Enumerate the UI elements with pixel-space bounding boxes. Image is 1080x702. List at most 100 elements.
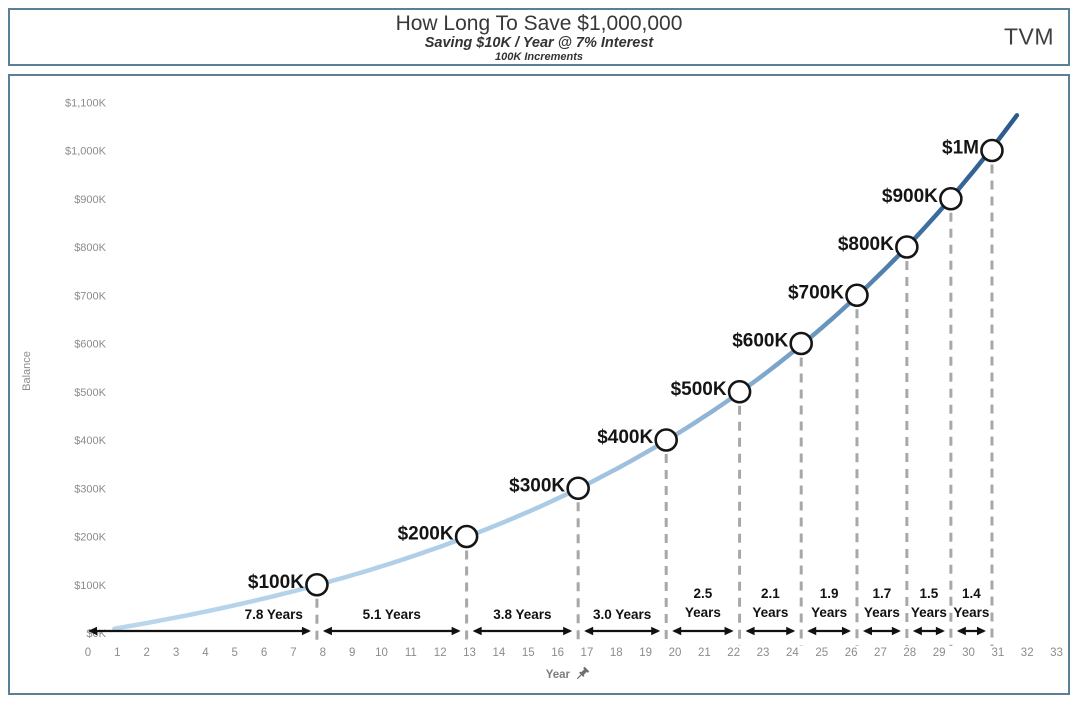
x-axis-tick-label: 23: [757, 647, 770, 659]
x-axis-tick-label: 4: [202, 647, 209, 659]
arrowhead-right: [891, 626, 901, 636]
x-axis-tick-label: 9: [349, 647, 355, 659]
milestone-marker[interactable]: [654, 428, 678, 452]
milestone-marker[interactable]: [566, 476, 590, 501]
x-axis-tick-label: 21: [698, 647, 711, 659]
x-axis-tick-label: 8: [320, 647, 326, 659]
arrowhead-left: [912, 626, 922, 636]
milestone-label: $900K: [882, 186, 938, 207]
arrowhead-right: [451, 626, 461, 636]
x-axis-tick-label: 32: [1021, 647, 1034, 659]
x-axis-tick-label: 15: [522, 647, 535, 659]
x-axis-tick-label: 3: [173, 647, 179, 659]
x-axis-tick-label: 0: [85, 647, 91, 659]
interval-label: 3.0 Years: [593, 607, 651, 622]
y-axis-tick-label: $400K: [74, 435, 106, 447]
y-axis-tick-label: $600K: [74, 339, 106, 351]
x-axis-tick-label: 25: [815, 647, 828, 659]
arrowhead-right: [301, 626, 311, 636]
y-axis-tick-label: $1,000K: [65, 146, 107, 158]
x-axis-tick-label: 22: [727, 647, 740, 659]
milestone-marker[interactable]: [895, 235, 919, 259]
x-axis-tick-label: 5: [232, 647, 238, 659]
interval-label: Years: [685, 605, 721, 620]
interval-label: 1.5: [919, 586, 938, 601]
interval-label: 3.8 Years: [493, 607, 551, 622]
arrowhead-left: [862, 626, 872, 636]
interval-label: 2.5: [693, 586, 712, 601]
arrowhead-right: [841, 626, 851, 636]
x-axis-tick-label: 30: [962, 647, 975, 659]
milestone-label: $1M: [942, 138, 979, 159]
x-axis-tick-label: 19: [639, 647, 652, 659]
milestone-marker[interactable]: [980, 138, 1004, 163]
x-axis-tick-label: 12: [434, 647, 447, 659]
milestone-marker[interactable]: [305, 572, 329, 597]
arrowhead-left: [472, 626, 482, 636]
x-axis-tick-label: 26: [845, 647, 858, 659]
x-axis-tick-label: 20: [669, 647, 682, 659]
chart-subtitle-secondary: 100K Increments: [494, 51, 584, 63]
arrowhead-right: [651, 626, 661, 636]
milestone-label: $500K: [671, 379, 727, 400]
balance-curve: [112, 113, 1020, 631]
arrowhead-left: [807, 626, 817, 636]
interval-label: 7.8 Years: [245, 607, 303, 622]
x-axis-tick-label: 18: [610, 647, 623, 659]
x-axis-tick-label: 14: [493, 647, 506, 659]
workbook-brand: TVM: [1003, 23, 1054, 50]
milestone-marker[interactable]: [939, 186, 963, 211]
x-axis-tick-label: 28: [903, 647, 916, 659]
savings-line-chart: $0K$100K$200K$300K$400K$500K$600K$700K$8…: [21, 97, 1063, 681]
y-axis-tick-label: $1,100K: [65, 97, 107, 109]
arrowhead-left: [745, 626, 755, 636]
arrowhead-right: [976, 626, 986, 636]
chart-subtitle: Saving $10K / Year @ 7% Interest: [424, 35, 654, 51]
arrowhead-right: [724, 626, 734, 636]
arrowhead-left: [584, 626, 594, 636]
arrowhead-right: [935, 626, 945, 636]
x-axis-tick-label: 6: [261, 647, 267, 659]
interval-label: 1.7: [873, 586, 892, 601]
y-axis-tick-label: $200K: [74, 532, 106, 544]
x-axis-tick-label: 13: [463, 647, 476, 659]
pin-icon[interactable]: [575, 667, 589, 681]
arrowhead-left: [88, 626, 97, 636]
interval-label: Years: [864, 605, 900, 620]
x-axis-tick-label: 29: [933, 647, 946, 659]
y-axis-tick-label: $900K: [74, 194, 106, 206]
x-axis-tick-label: 7: [290, 647, 296, 659]
interval-label: 5.1 Years: [363, 607, 421, 622]
milestone-marker[interactable]: [789, 331, 814, 356]
x-axis-tick-label: 2: [143, 647, 149, 659]
chart-header: How Long To Save $1,000,000 Saving $10K …: [8, 8, 1070, 66]
y-axis-title: Balance: [21, 351, 33, 391]
arrowhead-left: [956, 626, 966, 636]
milestone-marker[interactable]: [727, 379, 752, 404]
arrowhead-right: [563, 626, 573, 636]
y-axis-tick-label: $500K: [74, 387, 106, 399]
arrowhead-right: [786, 626, 796, 636]
x-axis-title: Year: [546, 669, 571, 681]
x-axis-tick-label: 16: [551, 647, 564, 659]
arrowhead-left: [322, 626, 332, 636]
milestone-label: $400K: [597, 427, 653, 448]
x-axis-tick-label: 24: [786, 647, 799, 659]
milestone-label: $700K: [788, 282, 844, 303]
x-axis-tick-label: 11: [405, 647, 417, 659]
y-axis-tick-label: $800K: [74, 242, 106, 254]
y-axis-tick-label: $300K: [74, 483, 106, 495]
milestone-label: $100K: [248, 572, 304, 593]
milestone-label: $300K: [509, 475, 565, 496]
interval-label: 1.4: [962, 586, 981, 601]
x-axis-tick-label: 27: [874, 647, 887, 659]
interval-label: 2.1: [761, 586, 780, 601]
page-title: How Long To Save $1,000,000: [395, 12, 683, 35]
y-axis-tick-label: $700K: [74, 290, 106, 302]
arrowhead-left: [672, 626, 682, 636]
milestone-marker[interactable]: [845, 283, 869, 308]
milestone-marker[interactable]: [454, 524, 479, 549]
x-axis-tick-label: 17: [581, 647, 594, 659]
milestone-label: $200K: [398, 524, 454, 545]
milestone-label: $800K: [838, 234, 894, 255]
